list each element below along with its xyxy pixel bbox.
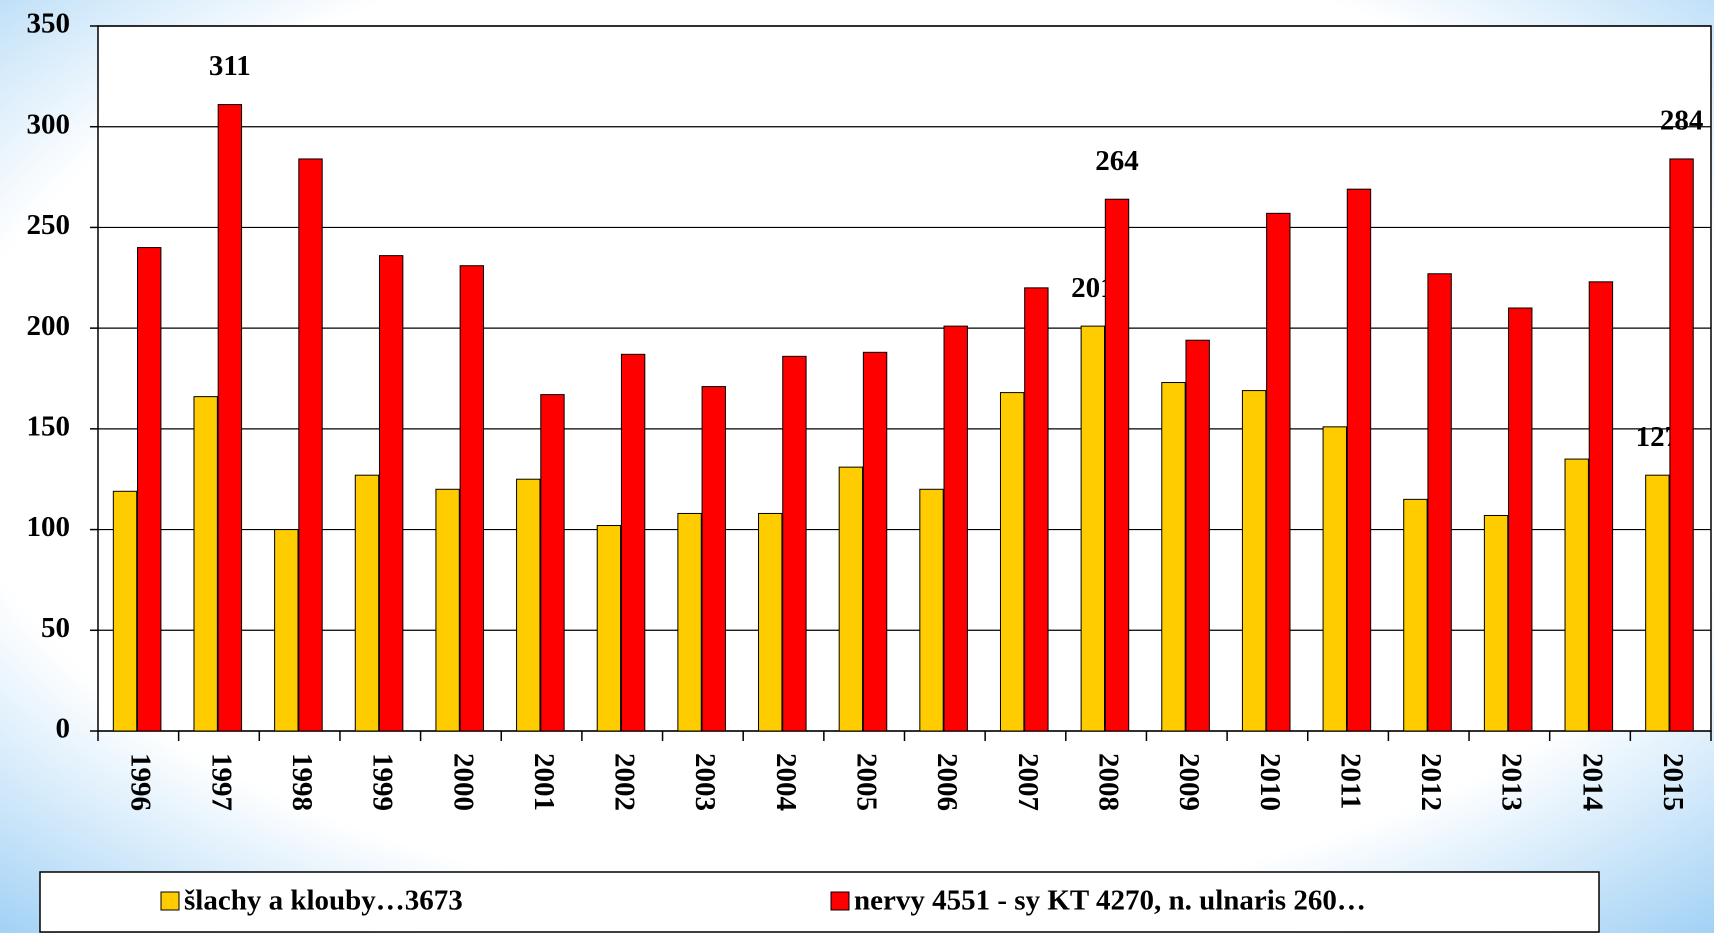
bar: [1483, 514, 1509, 732]
legend-label: šlachy a klouby…3673: [184, 885, 463, 917]
y-tick-label: 100: [27, 511, 71, 543]
bar: [919, 488, 944, 732]
x-tick-label: 2000: [447, 753, 479, 811]
x-tick-label: 1996: [125, 753, 157, 811]
bar: [516, 478, 541, 732]
x-tick-label: 2007: [1012, 753, 1044, 811]
x-tick-label: 2002: [609, 753, 641, 811]
bar: [1508, 307, 1533, 732]
x-tick-label: 2003: [689, 753, 721, 811]
plot-area: [97, 25, 1712, 732]
bar: [1645, 474, 1670, 732]
bar: [217, 104, 243, 732]
bar: [435, 488, 460, 732]
bar: [1241, 390, 1267, 732]
y-tick-label: 250: [27, 209, 71, 241]
bar: [1588, 281, 1614, 732]
y-tick-label: 0: [56, 713, 71, 745]
bar: [193, 396, 218, 732]
bar: [1080, 325, 1106, 732]
bar: [701, 386, 726, 732]
bar: [378, 255, 404, 732]
legend-swatch: [160, 891, 180, 911]
bar: [1346, 188, 1372, 732]
bar: [1564, 458, 1589, 732]
x-tick-label: 2001: [528, 753, 560, 811]
x-tick-label: 2005: [851, 753, 883, 811]
bar: [137, 247, 162, 732]
bar: [1266, 212, 1291, 732]
x-tick-label: 2014: [1576, 753, 1608, 811]
bar: [1024, 287, 1049, 732]
x-tick-label: 2006: [931, 753, 963, 811]
bar: [1104, 198, 1130, 732]
bar: [677, 512, 702, 732]
x-tick-label: 2008: [1092, 753, 1124, 811]
legend-box: [39, 871, 1600, 933]
bar: [758, 512, 783, 732]
x-tick-label: 2013: [1496, 753, 1528, 811]
bar: [298, 158, 323, 732]
bar: [274, 529, 299, 732]
legend-label: nervy 4551 - sy KT 4270, n. ulnaris 260…: [854, 885, 1366, 917]
data-label: 311: [209, 50, 251, 82]
x-tick-label: 1998: [286, 753, 318, 811]
x-tick-label: 2004: [770, 753, 802, 811]
bar: [862, 351, 888, 732]
bar: [1403, 498, 1428, 732]
bar: [112, 490, 138, 732]
bar: [1427, 273, 1452, 732]
bar: [354, 474, 380, 732]
x-tick-label: 1997: [205, 753, 237, 811]
bar: [1185, 339, 1210, 732]
y-tick-label: 350: [27, 8, 71, 40]
data-label: 264: [1095, 145, 1139, 177]
bar: [943, 325, 968, 732]
x-tick-label: 2012: [1415, 753, 1447, 811]
bar: [459, 265, 485, 732]
x-tick-label: 2010: [1254, 753, 1286, 811]
x-tick-label: 2009: [1173, 753, 1205, 811]
bar: [540, 394, 565, 732]
bar: [782, 355, 807, 732]
bar: [838, 466, 864, 732]
bar: [1669, 158, 1694, 732]
legend-swatch: [830, 891, 850, 911]
y-tick-label: 50: [41, 612, 70, 644]
bar: [596, 525, 622, 732]
bar: [1161, 382, 1186, 732]
y-tick-label: 300: [27, 108, 71, 140]
x-tick-label: 2011: [1334, 753, 1366, 809]
bar: [620, 353, 646, 732]
y-tick-label: 200: [27, 310, 71, 342]
bar: [999, 392, 1025, 732]
data-label: 284: [1660, 105, 1704, 137]
x-tick-label: 2015: [1657, 753, 1689, 811]
bar: [1322, 426, 1347, 732]
x-tick-label: 1999: [367, 753, 399, 811]
y-tick-label: 150: [27, 411, 71, 443]
